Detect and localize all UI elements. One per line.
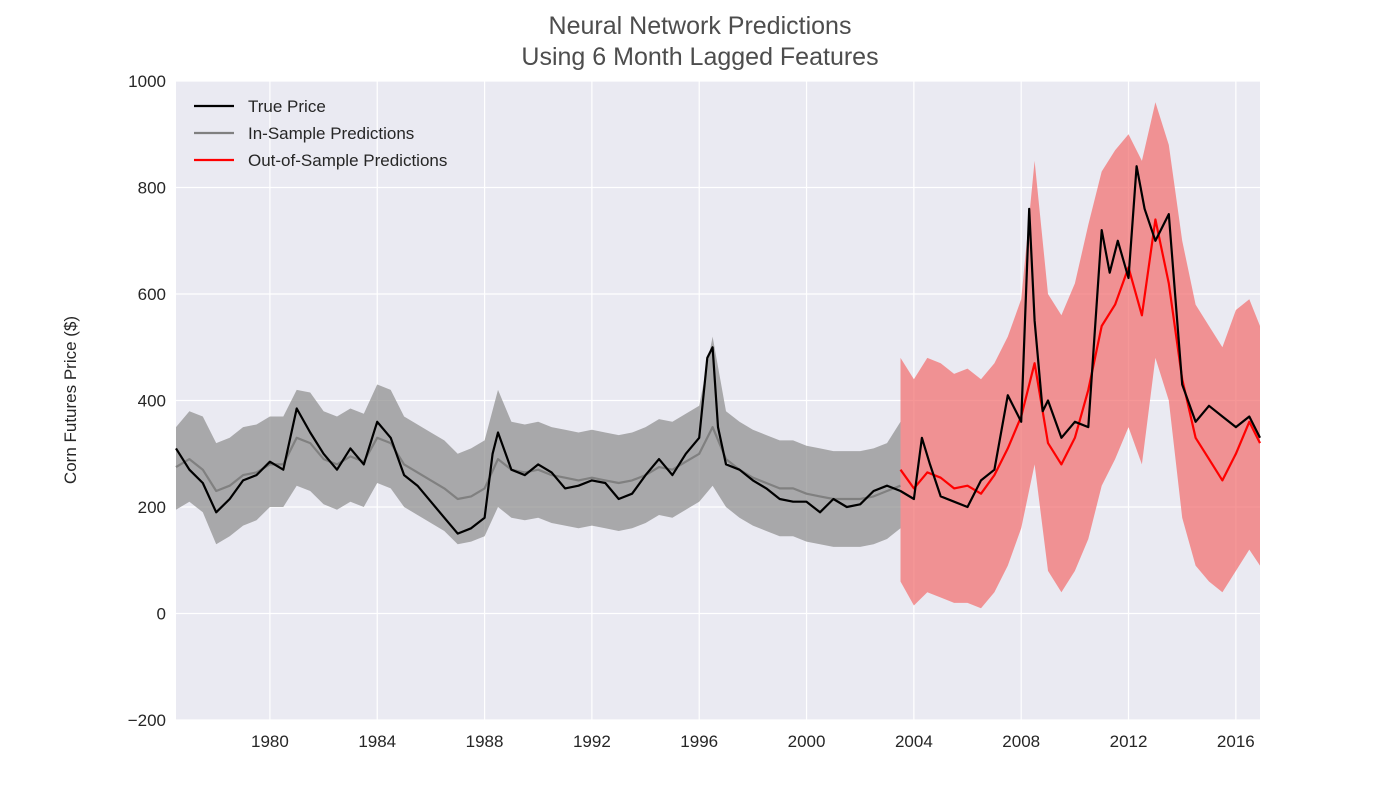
x-tick-label-3: 1992 xyxy=(573,732,611,751)
y-tick-label-1: 0 xyxy=(157,605,166,624)
x-tick-label-9: 2016 xyxy=(1217,732,1255,751)
series-lines xyxy=(175,165,1261,535)
line-in-sample xyxy=(175,426,901,501)
legend-label-1: In-Sample Predictions xyxy=(248,124,414,143)
y-tick-label-4: 600 xyxy=(138,285,166,304)
legend-label-2: Out-of-Sample Predictions xyxy=(248,151,447,170)
chart-title-line-2: Using 6 Month Lagged Features xyxy=(521,43,878,71)
legend: True Price In-Sample Predictions Out-of-Sa… xyxy=(194,97,447,170)
x-tick-label-7: 2008 xyxy=(1002,732,1040,751)
line-out-of-sample xyxy=(899,218,1261,495)
y-tick-label-3: 400 xyxy=(138,392,166,411)
y-axis-label: Corn Futures Price ($) xyxy=(61,316,80,484)
chart-title-line-1: Neural Network Predictions xyxy=(549,12,852,40)
x-tick-label-6: 2004 xyxy=(895,732,933,751)
x-tick-label-2: 1988 xyxy=(466,732,504,751)
y-tick-label-0: −200 xyxy=(128,711,166,730)
y-axis-ticks: −200 0 200 400 600 800 1000 xyxy=(128,72,166,730)
x-tick-label-4: 1996 xyxy=(680,732,718,751)
x-tick-label-5: 2000 xyxy=(788,732,826,751)
band-in-sample xyxy=(176,336,901,547)
x-tick-label-8: 2012 xyxy=(1110,732,1148,751)
y-tick-label-6: 1000 xyxy=(128,72,166,91)
x-axis-ticks: 1980 1984 1988 1992 1996 2000 2004 2008 2012 2016 xyxy=(251,732,1255,751)
y-tick-label-2: 200 xyxy=(138,498,166,517)
line-true-price xyxy=(175,165,1261,535)
legend-label-0: True Price xyxy=(248,97,326,116)
y-tick-label-5: 800 xyxy=(138,179,166,198)
x-tick-label-1: 1984 xyxy=(358,732,396,751)
x-tick-label-0: 1980 xyxy=(251,732,289,751)
